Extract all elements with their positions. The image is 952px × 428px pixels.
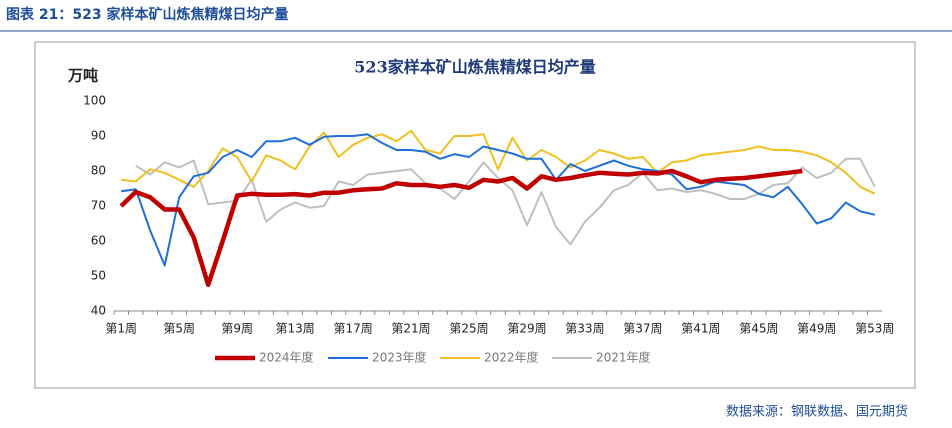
chart-frame xyxy=(34,41,916,389)
x-tick-label: 第9周 xyxy=(221,322,253,336)
x-tick-label: 第25周 xyxy=(449,322,488,336)
series-line xyxy=(119,168,803,288)
source: 数据来源：钢联数据、国元期货 xyxy=(726,404,908,420)
x-tick-label: 第17周 xyxy=(333,322,372,336)
x-tick-label: 第41周 xyxy=(681,322,720,336)
x-tick-label: 第29周 xyxy=(507,322,546,336)
legend-label: 2024年度 xyxy=(259,350,314,365)
y-tick-label: 60 xyxy=(91,234,106,248)
x-tick-label: 第45周 xyxy=(739,322,778,336)
x-tick-label: 第33周 xyxy=(565,322,604,336)
legend-label: 2021年度 xyxy=(596,350,651,365)
y-tick-label: 80 xyxy=(91,164,106,178)
y-tick-label: 100 xyxy=(83,94,106,108)
x-tick-label: 第1周 xyxy=(105,322,137,336)
x-tick-label: 第21周 xyxy=(391,322,430,336)
chart-title: 523家样本矿山炼焦精煤日均产量 xyxy=(354,58,595,77)
series-line xyxy=(121,129,876,195)
x-tick-label: 第13周 xyxy=(275,322,314,336)
y-tick-label: 90 xyxy=(91,129,106,143)
legend-label: 2023年度 xyxy=(372,350,427,365)
y-tick-label: 50 xyxy=(91,269,106,283)
x-tick-label: 第5周 xyxy=(163,322,195,336)
x-tick-label: 第53周 xyxy=(855,322,894,336)
y-tick-label: 40 xyxy=(91,304,106,318)
legend-label: 2022年度 xyxy=(484,350,539,365)
series-line xyxy=(135,157,876,246)
x-tick-label: 第37周 xyxy=(623,322,662,336)
series-line xyxy=(121,133,876,267)
x-tick-label: 第49周 xyxy=(797,322,836,336)
y-tick-label: 70 xyxy=(91,199,106,213)
header-title: 图表 21：523 家样本矿山炼焦精煤日均产量 xyxy=(6,6,288,23)
y-axis-label: 万吨 xyxy=(67,67,98,85)
